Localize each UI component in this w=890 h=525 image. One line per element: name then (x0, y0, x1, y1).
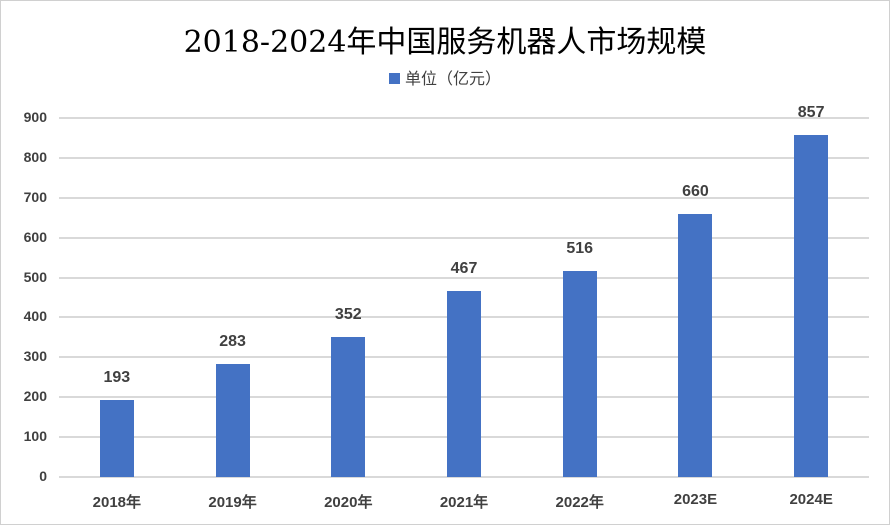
y-tick-label: 600 (23, 228, 47, 245)
y-tick-label: 900 (23, 109, 47, 125)
gridline (59, 276, 869, 279)
data-label: 352 (334, 305, 362, 323)
chart-title: 2018-2024年中国服务机器人市场规模 (183, 25, 707, 60)
x-tick-label: 2021年 (439, 494, 489, 511)
data-label: 193 (103, 369, 131, 386)
data-label: 283 (219, 333, 246, 351)
data-label: 857 (797, 104, 825, 122)
y-tick-label: 700 (23, 188, 47, 205)
gridline (59, 236, 869, 239)
bar[interactable] (562, 271, 597, 477)
y-tick-label: 300 (23, 348, 47, 365)
y-tick-label: 400 (23, 308, 47, 325)
bar[interactable] (331, 336, 366, 477)
x-tick-label: 2023E (673, 491, 718, 508)
bar[interactable] (99, 400, 134, 477)
legend-swatch (388, 73, 400, 84)
data-label: 660 (682, 182, 709, 200)
y-tick-label: 100 (23, 428, 47, 445)
bar[interactable] (678, 213, 713, 477)
gridline (59, 156, 869, 159)
bar[interactable] (215, 364, 250, 477)
bar[interactable] (794, 135, 829, 477)
gridline (59, 196, 869, 199)
y-tick-label: 500 (23, 268, 47, 285)
gridline (59, 117, 869, 119)
data-label: 516 (566, 240, 594, 258)
y-tick-label: 200 (23, 388, 47, 405)
gridline (59, 476, 869, 478)
x-tick-label: 2020年 (324, 494, 373, 511)
bar[interactable] (447, 290, 481, 477)
x-tick-label: 2018年 (92, 494, 142, 511)
data-label: 467 (450, 259, 478, 277)
y-tick-label: 800 (23, 148, 47, 165)
chart-legend: 单位（亿元） (1, 65, 889, 89)
x-tick-label: 2019年 (208, 494, 257, 511)
x-tick-label: 2022年 (555, 494, 604, 511)
legend-label: 单位（亿元） (404, 69, 501, 88)
x-tick-label: 2024E (789, 491, 833, 508)
y-tick-label: 0 (39, 468, 47, 484)
